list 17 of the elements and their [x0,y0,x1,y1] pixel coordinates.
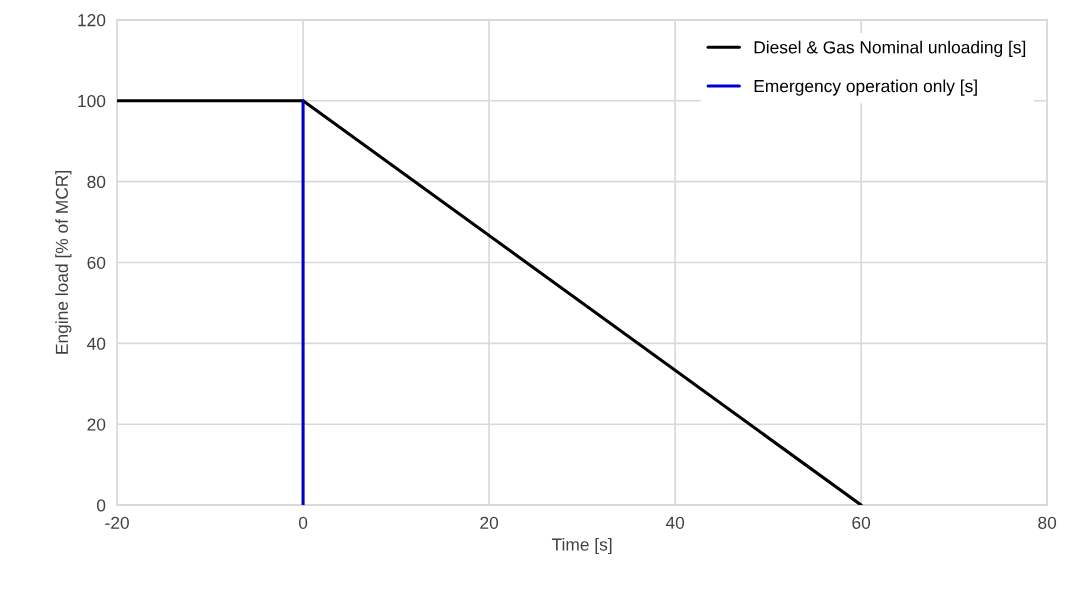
y-tick-label: 20 [87,418,106,431]
legend-label: Emergency operation only [s] [754,79,977,96]
x-tick-label: 40 [665,516,685,529]
x-tick-label: 80 [1038,516,1057,529]
y-tick-label: 40 [87,337,106,350]
x-tick-label: -20 [105,516,129,529]
y-tick-label: 120 [78,14,106,27]
y-tick-label: 60 [87,256,106,269]
y-axis-title: Engine load [% of MCR] [55,171,72,354]
y-tick-label: 100 [78,94,106,108]
y-tick-label: 0 [96,499,106,512]
x-tick-label: 0 [298,516,308,529]
x-axis-title: Time [s] [551,537,612,555]
legend-label: Diesel & Gas Nominal unloading [s] [754,40,1026,57]
x-tick-label: 20 [480,516,499,529]
y-tick-label: 80 [87,175,106,189]
x-tick-label: 60 [852,516,871,529]
